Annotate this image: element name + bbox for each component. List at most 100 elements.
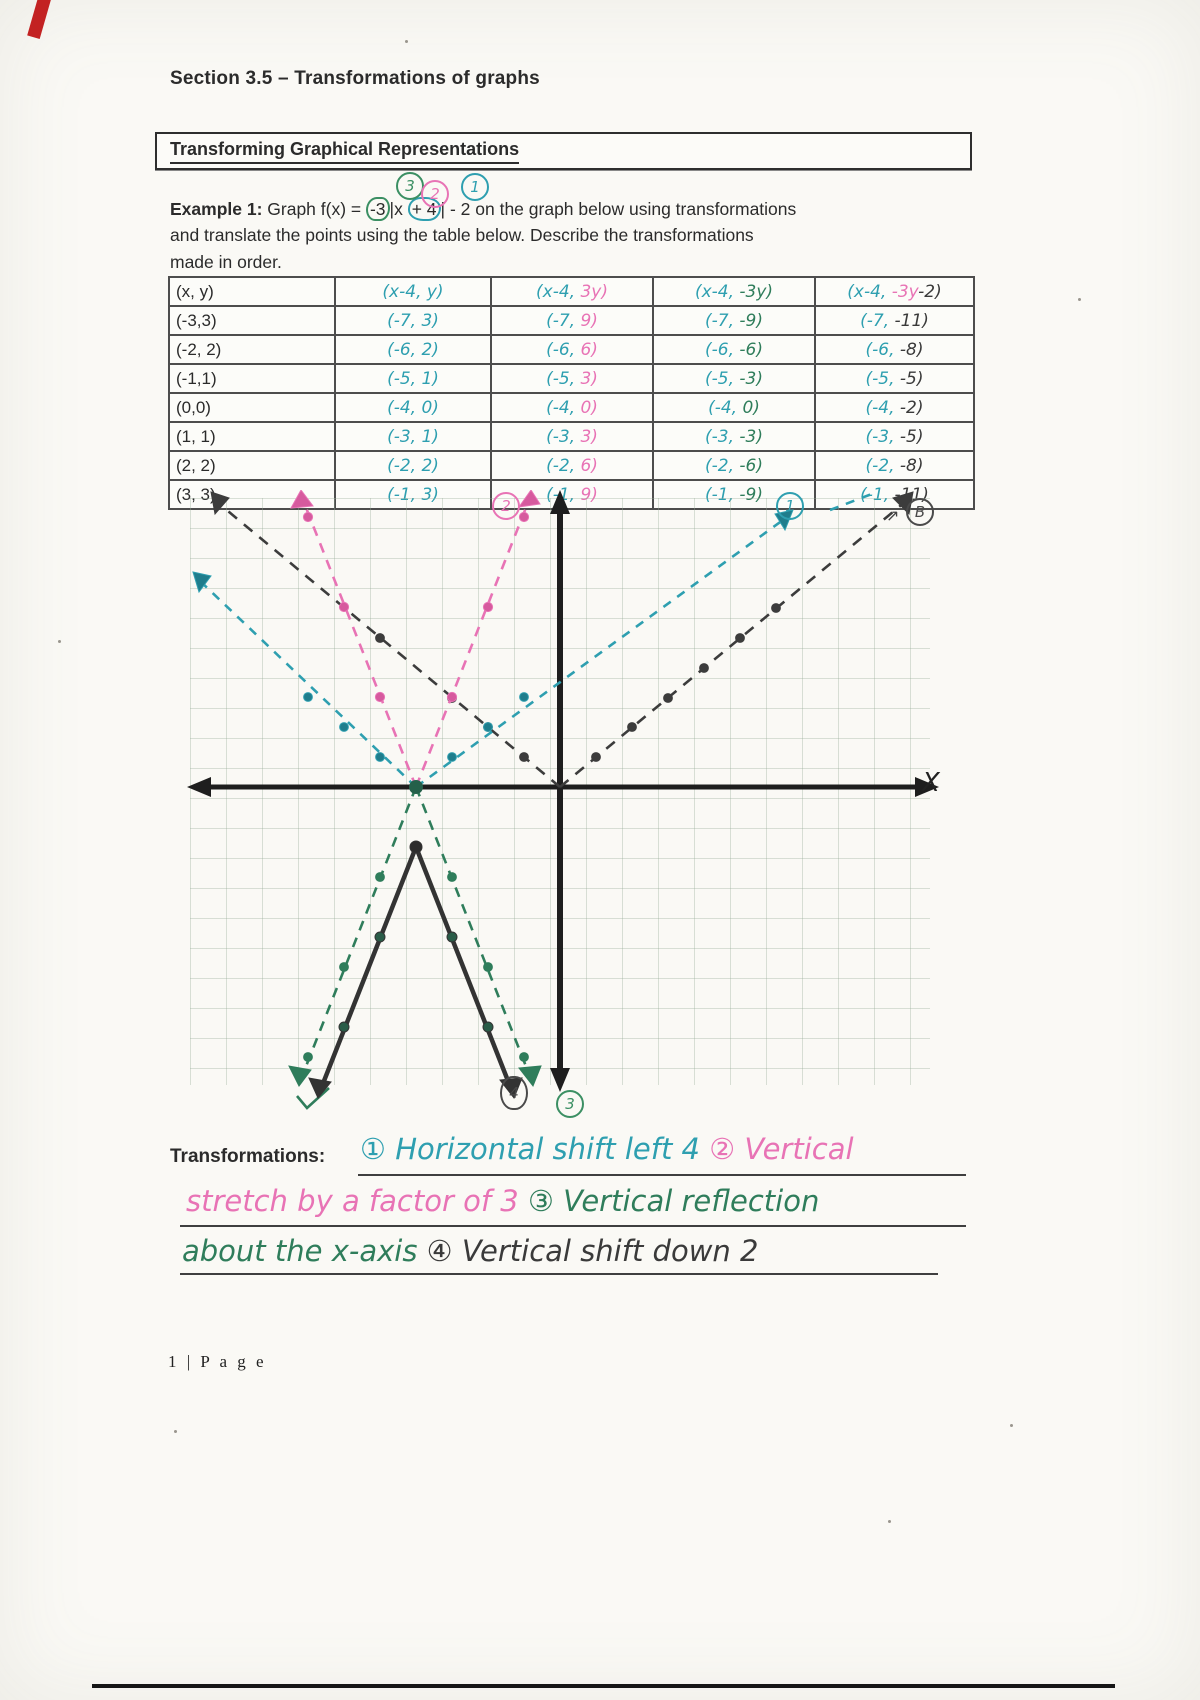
graph-step2-circle: 2 xyxy=(492,492,520,520)
cell-y: 9) xyxy=(575,310,598,331)
hand-drawn-graph xyxy=(185,490,945,1130)
example-text: Example 1: Graph f(x) = -3 |x + 4 | - 2 on… xyxy=(170,196,990,275)
scan-speck xyxy=(405,40,408,43)
example-line2: and translate the points using the table… xyxy=(170,225,754,246)
cell-x: (-7, xyxy=(705,310,734,331)
graph-step4-circle: 4 xyxy=(500,1076,528,1110)
x-axis-label: X xyxy=(922,768,940,798)
step2-text-end: stretch by a factor of 3 xyxy=(186,1184,528,1218)
cell-y: 3) xyxy=(575,368,598,389)
cell-stretch: (-7, 9) xyxy=(490,305,654,336)
step2-text-start: ② Vertical xyxy=(700,1132,854,1166)
cell-x: (-4, xyxy=(708,397,738,418)
heading-box: Transforming Graphical Representations xyxy=(155,132,972,170)
cell-final: (-3, -5) xyxy=(814,421,975,452)
cell-x: (-1, xyxy=(860,484,890,505)
cell-reflect: (-4, 0) xyxy=(652,392,816,423)
example-pre: Graph f(x) = xyxy=(262,199,366,219)
cell-stretch: (-5, 3) xyxy=(490,363,654,394)
table-header-row: (x, y) (x-4, y) (x-4, 3y) (x-4, -3y) (x-… xyxy=(168,276,975,307)
cell-final: (-1, -11) xyxy=(814,479,975,510)
cell-reflect: (-2, -6) xyxy=(652,450,816,481)
cell-xy: (1, 1) xyxy=(168,421,336,452)
cell-xy: (2, 2) xyxy=(168,450,336,481)
step3-text-end: about the x-axis xyxy=(182,1234,427,1268)
cell-final: (-2, -8) xyxy=(814,450,975,481)
cell-reflect: (-3, -3) xyxy=(652,421,816,452)
cell-xy: (-3,3) xyxy=(168,305,336,336)
y-axis xyxy=(550,490,570,1092)
cell-y: 9) xyxy=(575,484,598,505)
header-reflect-x: (x-4, xyxy=(694,281,734,302)
vertex-dot-shift xyxy=(409,780,423,794)
cell-stretch: (-4, 0) xyxy=(490,392,654,423)
page-title: Section 3.5 – Transformations of graphs xyxy=(170,68,540,89)
header-stretch-y: 3y) xyxy=(575,281,608,302)
cell-xy: (0,0) xyxy=(168,392,336,423)
cell-x: (-3, xyxy=(705,426,734,447)
table-row: (-1,1) (-5, 1) (-5, 3) (-5, -3) (-5, -5) xyxy=(168,363,975,394)
arrow-to-b-icon: ↗ xyxy=(886,508,900,525)
cell-y: -9) xyxy=(734,310,763,331)
cell-y: -11) xyxy=(889,310,929,331)
scan-speck xyxy=(58,640,61,643)
equation-step2-circle: 2 xyxy=(421,180,449,208)
cell-y: -8) xyxy=(894,455,924,476)
scan-speck xyxy=(174,1430,177,1433)
header-reflect: (x-4, -3y) xyxy=(652,276,816,307)
scan-speck xyxy=(888,1520,891,1523)
scan-artifact-bottom-edge xyxy=(92,1684,1115,1688)
header-stretch-x: (x-4, xyxy=(536,281,576,302)
equation-abs-open: |x xyxy=(389,199,408,219)
cell-y: 3) xyxy=(575,426,598,447)
table-row: (-3,3) (-7, 3) (-7, 9) (-7, -9) (-7, -11… xyxy=(168,305,975,336)
cell-stretch: (-2, 6) xyxy=(490,450,654,481)
curve-step2-stretch xyxy=(290,490,541,788)
header-final-x: (x-4, xyxy=(847,281,887,302)
cell-x: (-2, xyxy=(705,455,734,476)
cell-x: (-2, xyxy=(546,455,576,476)
equation-abs-close: | - 2 xyxy=(440,199,471,219)
cell-y: -9) xyxy=(734,484,763,505)
cell-y: -3) xyxy=(734,426,763,447)
cell-x: (-5, xyxy=(546,368,576,389)
cell-y: -3) xyxy=(734,368,763,389)
cell-final: (-6, -8) xyxy=(814,334,975,365)
cell-y: -5) xyxy=(894,368,924,389)
cell-x: (-3, xyxy=(865,426,895,447)
graph-step3-circle: 3 xyxy=(556,1090,584,1118)
cell-x: (-4, xyxy=(865,397,895,418)
cell-x: (-6, xyxy=(865,339,895,360)
curve-step1-shift-left xyxy=(192,490,878,789)
heading-box-title: Transforming Graphical Representations xyxy=(170,139,520,164)
scan-artifact-red-mark xyxy=(27,0,52,39)
cell-y: -5) xyxy=(894,426,924,447)
cell-y: -6) xyxy=(734,455,763,476)
equation-coefficient: -3 xyxy=(365,197,390,221)
cell-x: (-4, xyxy=(546,397,576,418)
step3-text-start: ③ Vertical reflection xyxy=(527,1184,820,1218)
answer-underline xyxy=(358,1174,966,1176)
table-row: (2, 2) (-2, 2) (-2, 6) (-2, -6) (-2, -8) xyxy=(168,450,975,481)
cell-y: 0) xyxy=(737,397,760,418)
cell-x: (-5, xyxy=(705,368,734,389)
cell-x: (-1, xyxy=(705,484,734,505)
cell-shift: (-1, 3) xyxy=(334,479,492,510)
cell-xy: (-1,1) xyxy=(168,363,336,394)
header-final-y: -3y xyxy=(886,281,919,302)
table-row: (1, 1) (-3, 1) (-3, 3) (-3, -3) (-3, -5) xyxy=(168,421,975,452)
cell-xy: (-2, 2) xyxy=(168,334,336,365)
header-reflect-y: -3y) xyxy=(734,281,774,302)
transformations-line2: stretch by a factor of 3 ③ Vertical refl… xyxy=(186,1184,819,1218)
cell-reflect: (-5, -3) xyxy=(652,363,816,394)
translation-table: (x, y) (x-4, y) (x-4, 3y) (x-4, -3y) (x-… xyxy=(168,276,975,510)
cell-y: -6) xyxy=(734,339,763,360)
cell-final: (-7, -11) xyxy=(814,305,975,336)
answer-underline xyxy=(180,1225,966,1227)
cell-shift: (-6, 2) xyxy=(334,334,492,365)
cell-x: (-6, xyxy=(705,339,734,360)
cell-y: 6) xyxy=(575,455,598,476)
transformations-line1: ① Horizontal shift left 4 ② Vertical xyxy=(360,1132,854,1166)
cell-shift: (-5, 1) xyxy=(334,363,492,394)
